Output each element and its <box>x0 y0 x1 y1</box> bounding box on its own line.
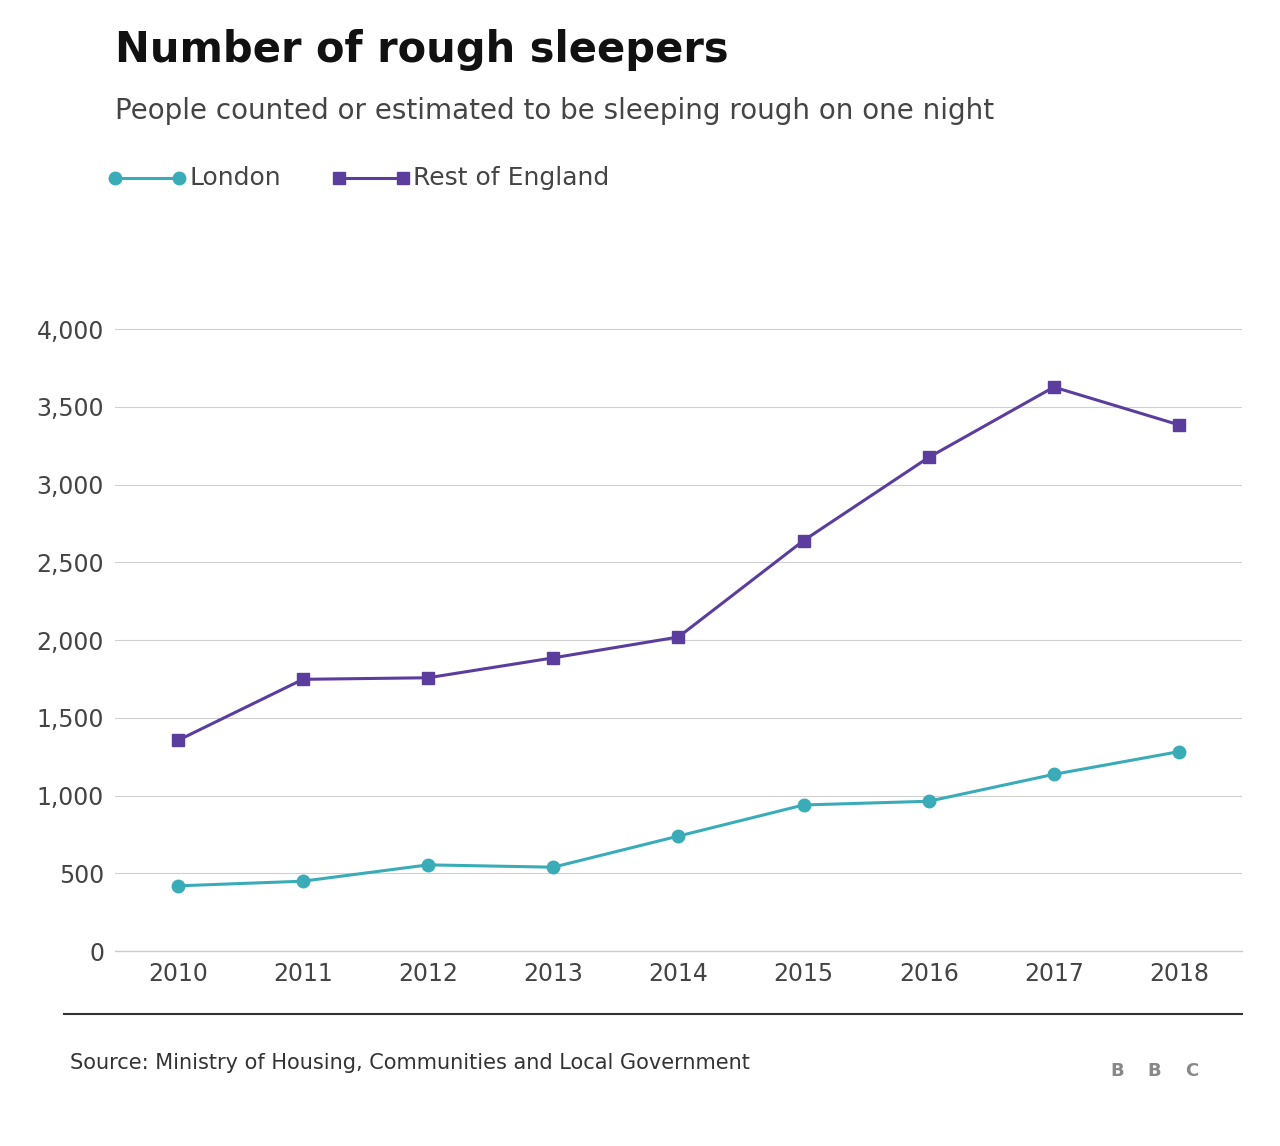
Text: B: B <box>1110 1062 1124 1080</box>
Text: Source: Ministry of Housing, Communities and Local Government: Source: Ministry of Housing, Communities… <box>70 1053 750 1074</box>
Text: B: B <box>1148 1062 1161 1080</box>
FancyBboxPatch shape <box>1098 1043 1135 1099</box>
Text: Number of rough sleepers: Number of rough sleepers <box>115 29 728 71</box>
FancyBboxPatch shape <box>1174 1043 1211 1099</box>
Text: People counted or estimated to be sleeping rough on one night: People counted or estimated to be sleepi… <box>115 97 995 125</box>
Text: C: C <box>1185 1062 1199 1080</box>
Text: London: London <box>189 166 282 189</box>
Text: Rest of England: Rest of England <box>413 166 609 189</box>
FancyBboxPatch shape <box>1135 1043 1174 1099</box>
